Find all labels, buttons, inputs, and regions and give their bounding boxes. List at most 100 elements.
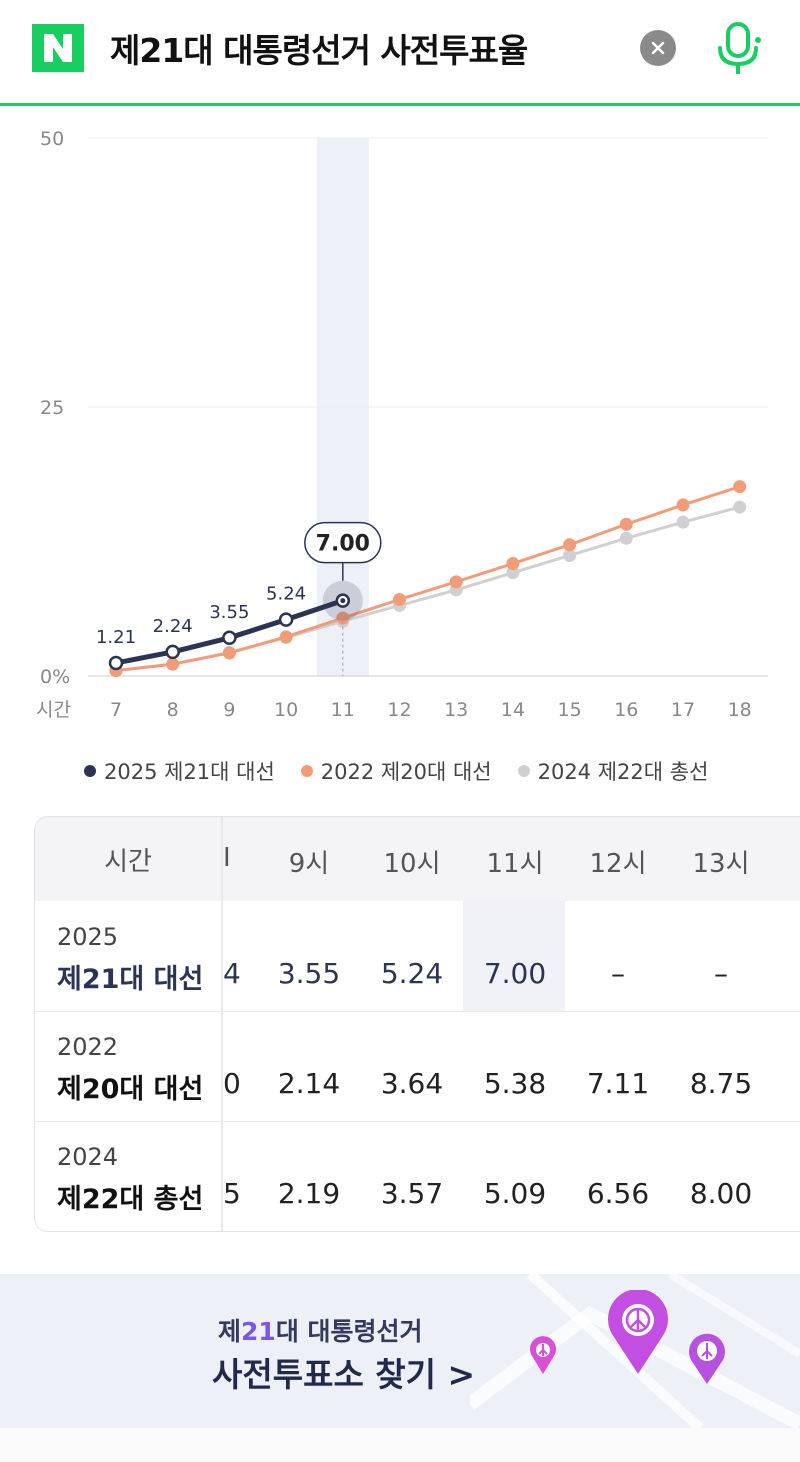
banner-title-number: 21 xyxy=(241,1317,276,1346)
data-point xyxy=(222,630,237,646)
table-col-header: I xyxy=(223,843,231,873)
table-cell: 2.19 xyxy=(277,1177,341,1210)
x-tick-label: 13 xyxy=(444,699,468,721)
legend-item-2022[interactable]: 2022 제20대 대선 xyxy=(300,756,492,786)
x-tick-label: 18 xyxy=(728,699,752,721)
row-name: 제20대 대선 xyxy=(57,1074,204,1105)
x-tick-label: 8 xyxy=(167,699,179,721)
table-cell: 6.56 xyxy=(586,1177,650,1210)
x-axis-label: 시간 xyxy=(36,699,71,721)
x-tick-label: 12 xyxy=(387,699,411,721)
data-point xyxy=(336,611,350,625)
table-cell: 5.38 xyxy=(483,1067,547,1100)
map-background xyxy=(470,1274,800,1428)
data-point xyxy=(563,538,577,552)
banner-title-prefix: 제 xyxy=(218,1317,242,1346)
chart-legend: 2025 제21대 대선 2022 제20대 대선 2024 제22대 총선 xyxy=(84,756,708,786)
legend-label-2025: 2025 제21대 대선 xyxy=(104,760,275,784)
table-cell: 3.55 xyxy=(277,957,341,990)
data-point xyxy=(165,644,180,660)
close-icon xyxy=(651,41,665,55)
table-cell: 8.75 xyxy=(689,1067,753,1100)
clear-search-button[interactable] xyxy=(640,30,676,66)
table-cell: 8.00 xyxy=(689,1177,753,1210)
banner-title: 제21대 대통령선거 xyxy=(218,1312,423,1348)
data-point xyxy=(733,480,747,494)
search-header: 제21대 대통령선거 사전투표율 xyxy=(0,0,800,106)
series-line xyxy=(115,505,741,673)
y-tick-label: 0% xyxy=(40,666,70,688)
footer-strip xyxy=(0,1428,800,1462)
data-point xyxy=(340,598,346,604)
table-col-header: 9시 xyxy=(288,849,330,879)
table-row-label: 2022 제20대 대선 xyxy=(35,1011,223,1121)
table-cell: – xyxy=(714,957,728,990)
row-divider xyxy=(35,1011,800,1012)
data-label: 5.24 xyxy=(266,584,306,605)
data-point xyxy=(278,612,294,627)
naver-logo-icon[interactable] xyxy=(32,24,84,72)
data-point xyxy=(676,515,690,529)
data-point xyxy=(506,557,520,571)
x-tick-label: 16 xyxy=(614,699,638,721)
table-row-label: 2024 제22대 총선 xyxy=(35,1121,223,1231)
y-tick-label: 25 xyxy=(40,397,64,419)
data-point xyxy=(619,531,633,545)
row-name: 제22대 총선 xyxy=(57,1184,204,1215)
data-point xyxy=(676,498,690,512)
map-pin-icon xyxy=(689,1333,725,1384)
legend-item-2025[interactable]: 2025 제21대 대선 xyxy=(84,756,275,786)
table-row-label: 2025 제21대 대선 xyxy=(35,901,223,1011)
table-col-header: 12시 xyxy=(589,849,647,879)
table-cell: 3.64 xyxy=(380,1067,444,1100)
legend-dot-2022 xyxy=(300,765,313,777)
turnout-chart: 50 25 0% 시간 7 8 9 10 11 12 13 14 15 16 17 18 1.21 2.24 3.5… xyxy=(0,108,800,808)
data-point xyxy=(222,646,236,660)
data-point xyxy=(563,548,577,562)
data-point xyxy=(279,630,293,644)
table-col-header: 11시 xyxy=(486,849,544,879)
polling-station-banner[interactable]: 제21대 대통령선거 사전투표소 찾기 > xyxy=(0,1274,800,1428)
legend-label-2022: 2022 제20대 대선 xyxy=(320,760,492,784)
table-cell: 0 xyxy=(223,1067,241,1100)
map-pin-icon xyxy=(608,1290,668,1374)
series-line xyxy=(115,485,741,673)
data-point xyxy=(108,655,124,671)
table-col-header: 10시 xyxy=(383,849,441,879)
table-header-time: 시간 xyxy=(35,817,223,901)
table-header-row xyxy=(35,817,800,901)
table-cell: 5.09 xyxy=(483,1177,547,1210)
table-cell: 2.14 xyxy=(277,1067,341,1100)
x-tick-label: 17 xyxy=(671,699,695,721)
table-cell: 7.11 xyxy=(586,1067,650,1100)
search-query-input[interactable]: 제21대 대통령선거 사전투표율 xyxy=(110,31,528,70)
legend-item-2024[interactable]: 2024 제22대 총선 xyxy=(517,756,709,786)
x-tick-label: 10 xyxy=(274,699,298,721)
legend-dot-2025 xyxy=(84,765,96,777)
data-label: 2.24 xyxy=(153,616,193,637)
x-tick-label: 15 xyxy=(558,699,582,721)
y-tick-label: 50 xyxy=(40,128,64,150)
row-year: 2024 xyxy=(57,1143,119,1171)
map-pin-icon xyxy=(530,1336,556,1374)
table-highlight-cell xyxy=(463,901,565,1011)
x-tick-label: 11 xyxy=(331,699,355,721)
data-point xyxy=(619,517,633,531)
data-point xyxy=(733,500,747,514)
microphone-icon[interactable] xyxy=(712,20,764,76)
table-cell: 5.24 xyxy=(380,957,444,990)
table-cell: 5 xyxy=(223,1177,241,1210)
table-cell: 3.57 xyxy=(380,1177,444,1210)
data-label: 1.21 xyxy=(96,627,136,648)
find-polling-station-link[interactable]: 사전투표소 찾기 > xyxy=(212,1355,476,1394)
legend-dot-2024 xyxy=(517,765,530,777)
banner-title-suffix: 대 대통령선거 xyxy=(275,1317,423,1346)
table-cell: – xyxy=(611,957,625,990)
row-name: 제21대 대선 xyxy=(57,964,204,995)
turnout-line-chart[interactable]: 50 25 0% 시간 7 8 9 10 11 12 13 14 15 16 17 18 1.21 2.24 3.5… xyxy=(0,108,800,748)
legend-label-2024: 2024 제22대 총선 xyxy=(537,760,709,784)
data-point xyxy=(166,657,180,671)
table-cell: 4 xyxy=(223,957,241,990)
data-point xyxy=(506,566,520,580)
turnout-table[interactable]: 시간 I 9시 10시 11시 12시 13시 2025 제21대 대선 4 3… xyxy=(34,816,800,1232)
